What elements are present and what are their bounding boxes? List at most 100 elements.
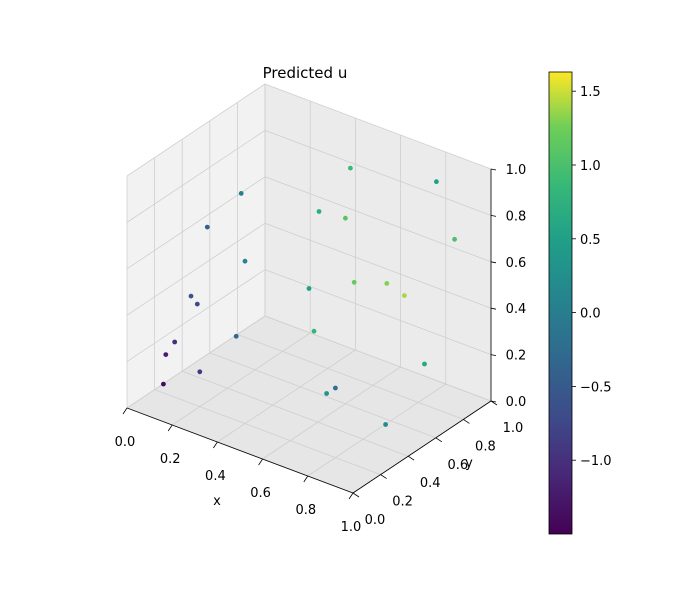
scatter-point (434, 179, 439, 185)
y-tick (490, 400, 498, 406)
scatter-point (204, 224, 210, 230)
gridline (264, 130, 492, 216)
x-tick-label: 0.4 (205, 469, 226, 484)
z-tick (490, 215, 497, 217)
colorbar-tick-label: 0.0 (580, 307, 601, 322)
x-tick (303, 475, 309, 483)
gridline (126, 83, 266, 177)
scatter-point (343, 215, 348, 221)
x-tick (122, 407, 128, 415)
scatter-point (188, 293, 194, 299)
gridline (307, 383, 447, 477)
gridline (182, 370, 409, 457)
axes-panes (127, 84, 491, 493)
scatter-point (161, 381, 166, 387)
colorbar: 1.5 1.0 0.5 0.0 −0.5 −1.0 (548, 71, 612, 535)
scatter-point (452, 236, 457, 242)
axis-lines (126, 169, 492, 494)
colorbar-tick-label: 1.5 (580, 85, 601, 100)
gridline (264, 83, 492, 170)
x-tick-label: 0.2 (160, 452, 181, 467)
gridline (264, 222, 492, 309)
scatter-point (306, 286, 312, 291)
gridline (126, 130, 266, 223)
scatter-point (163, 352, 169, 357)
scatter-point (348, 165, 353, 171)
scatter-points (161, 165, 457, 427)
gridline (264, 176, 492, 263)
gridline (237, 334, 464, 420)
z-tick-label: 0.0 (506, 395, 527, 410)
colorbar-ticks: 1.5 1.0 0.5 0.0 −0.5 −1.0 (572, 85, 612, 469)
scatter-point (242, 258, 248, 264)
y-tick (407, 455, 415, 461)
gridline (262, 366, 401, 460)
colorbar-tick-label: 1.0 (580, 159, 601, 174)
gridline (264, 315, 492, 402)
scatter-point (402, 293, 407, 298)
y-tick-label: 1.0 (503, 421, 524, 436)
scatter-point (194, 301, 200, 307)
z-tick-label: 0.8 (506, 209, 527, 224)
x-tick-label: 1.0 (341, 520, 362, 535)
x-tick-label: 0.0 (115, 435, 136, 450)
gridline (126, 222, 266, 316)
gridline (126, 269, 266, 362)
x-axis-line (126, 407, 354, 494)
y-tick-label: 0.6 (447, 458, 468, 473)
scatter-point (422, 361, 427, 367)
axes-grid (126, 83, 492, 494)
chart-title: Predicted u (263, 64, 348, 82)
y-tick (463, 419, 470, 424)
scatter-point (316, 209, 322, 214)
x-tick-label: 0.6 (250, 486, 271, 501)
y-tick-label: 0.4 (420, 476, 441, 491)
gridline (154, 389, 381, 475)
gridline (209, 352, 436, 439)
z-tick-label: 1.0 (506, 163, 527, 178)
scatter-point (172, 339, 178, 345)
gridline (126, 315, 266, 409)
scatter-point (324, 391, 329, 396)
pane-back (265, 84, 491, 401)
axis-ticks: 0.0 0.0 0.0 0.2 0.2 0.2 0.4 0.4 0.4 0.6 0.6 0.6 0.8 0… (115, 163, 527, 535)
scatter-point (384, 281, 390, 286)
scatter-point (351, 279, 357, 285)
y-tick (352, 492, 360, 498)
scatter-point (333, 385, 338, 391)
x-tick-label: 0.8 (295, 503, 316, 518)
y-tick (380, 474, 387, 479)
colorbar-tick-label: −1.0 (580, 454, 612, 469)
z-tick-label: 0.4 (506, 302, 527, 317)
x-tick (348, 492, 354, 500)
gridline (171, 332, 311, 426)
pane-floor (127, 316, 491, 493)
colorbar-tick-label: −0.5 (580, 380, 612, 395)
scatter-point (383, 422, 388, 427)
z-tick (490, 261, 497, 264)
z-tick-label: 0.6 (506, 256, 527, 271)
x-tick (213, 441, 218, 449)
scatter-point (197, 369, 203, 375)
z-tick (490, 307, 497, 310)
z-tick-label: 0.2 (506, 349, 527, 364)
gridline (264, 269, 492, 355)
y-tick-label: 0.2 (392, 495, 413, 510)
scatter-point (311, 328, 317, 334)
y-tick-label: 0.8 (475, 439, 496, 454)
y-axis-label: y (465, 456, 473, 471)
scatter-point (238, 191, 244, 196)
y-tick-label: 0.0 (365, 513, 386, 528)
z-tick (490, 354, 497, 356)
gridline (217, 349, 356, 443)
y-tick (435, 437, 443, 443)
colorbar-gradient (548, 71, 573, 535)
z-tick (490, 168, 497, 171)
colorbar-tick-label: 0.5 (580, 233, 601, 248)
pane-left (127, 84, 265, 408)
x-tick (258, 458, 263, 466)
x-axis-label: x (213, 494, 221, 509)
y-axis-line (352, 400, 492, 494)
x-tick (167, 424, 173, 432)
